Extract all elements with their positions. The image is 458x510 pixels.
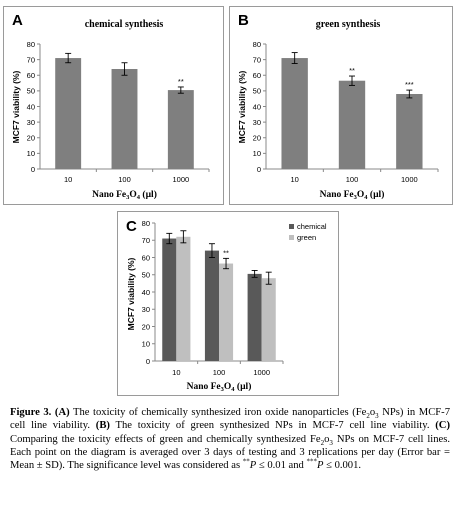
x-tick-label: 1000 bbox=[172, 175, 189, 184]
caption-text: ≤ 0.001. bbox=[323, 460, 362, 472]
x-tick-label: 100 bbox=[213, 368, 226, 377]
y-tick-label: 0 bbox=[257, 165, 261, 174]
y-axis-label: MCF7 viability (%) bbox=[11, 70, 21, 143]
y-tick-label: 60 bbox=[142, 253, 150, 262]
panel-letter: C bbox=[126, 218, 137, 235]
legend-label: green bbox=[297, 233, 316, 242]
figure-caption: Figure 3. (A) The toxicity of chemically… bbox=[10, 406, 450, 472]
y-tick-label: 50 bbox=[27, 87, 35, 96]
x-axis-label: Nano Fe3O4 (µl) bbox=[187, 381, 252, 393]
panel-letter: B bbox=[238, 12, 249, 29]
significance-mark: ** bbox=[178, 77, 184, 86]
y-tick-label: 70 bbox=[142, 236, 150, 245]
legend-swatch bbox=[289, 235, 294, 240]
y-tick-label: 30 bbox=[142, 305, 150, 314]
bar bbox=[176, 236, 191, 361]
y-axis-label: MCF7 viability (%) bbox=[126, 257, 136, 330]
caption-text-a: The toxicity of chemically synthesized i… bbox=[69, 407, 367, 418]
panel-letter: A bbox=[12, 12, 23, 29]
bar bbox=[55, 58, 82, 169]
y-tick-label: 70 bbox=[253, 55, 261, 64]
y-tick-label: 30 bbox=[253, 118, 261, 127]
y-tick-label: 70 bbox=[27, 55, 35, 64]
y-tick-label: 10 bbox=[253, 149, 261, 158]
y-tick-label: 60 bbox=[27, 71, 35, 80]
panel-c-chart: C MCF7 viability (%) 0 10 20 30 40 50 60 70 80 10 10… bbox=[117, 211, 339, 396]
legend-label: chemical bbox=[297, 222, 327, 231]
y-tick-label: 20 bbox=[27, 134, 35, 143]
y-tick-label: 30 bbox=[27, 118, 35, 127]
caption-sub: 3 bbox=[329, 438, 333, 447]
caption-text-b: The toxicity of green synthesized NPs in… bbox=[109, 420, 436, 432]
caption-p: P bbox=[316, 460, 324, 472]
y-tick-label: 50 bbox=[253, 87, 261, 96]
caption-tag-a: (A) bbox=[54, 407, 70, 418]
bar bbox=[338, 80, 366, 169]
y-tick-label: 80 bbox=[142, 219, 150, 228]
caption-text: o bbox=[369, 407, 376, 418]
y-tick-label: 40 bbox=[27, 102, 35, 111]
chart-svg: C MCF7 viability (%) 0 10 20 30 40 50 60 70 80 10 10… bbox=[126, 218, 327, 393]
caption-sub: 2 bbox=[366, 412, 370, 421]
caption-tag-c: (C) bbox=[435, 420, 450, 432]
bar bbox=[396, 94, 423, 169]
bar bbox=[167, 90, 194, 169]
bar bbox=[111, 69, 138, 169]
significance-mark: *** bbox=[405, 80, 414, 89]
y-tick-label: 40 bbox=[253, 102, 261, 111]
y-tick-label: 60 bbox=[253, 71, 261, 80]
caption-text: o bbox=[324, 433, 330, 445]
chart-title: green synthesis bbox=[316, 19, 381, 30]
x-tick-label: 100 bbox=[346, 175, 359, 184]
y-tick-label: 20 bbox=[253, 134, 261, 143]
y-tick-label: 10 bbox=[142, 340, 150, 349]
y-tick-label: 80 bbox=[27, 40, 35, 49]
x-tick-label: 10 bbox=[172, 368, 180, 377]
caption-text-a2: NPs) in MCF-7 cell line viability. bbox=[10, 407, 450, 432]
caption-text-c: Comparing the toxicity effects of green … bbox=[10, 433, 321, 445]
y-tick-label: 40 bbox=[142, 288, 150, 297]
caption-tag-b: (B) bbox=[95, 420, 110, 432]
x-axis-label: Nano Fe3O4 (µl) bbox=[320, 189, 385, 201]
caption-label: Figure 3. bbox=[10, 407, 52, 418]
caption-text: ≤ 0.01 and bbox=[256, 460, 307, 472]
bar bbox=[261, 278, 276, 361]
legend-swatch bbox=[289, 224, 294, 229]
x-tick-label: 10 bbox=[290, 175, 298, 184]
bar bbox=[281, 58, 308, 169]
y-tick-label: 0 bbox=[31, 165, 35, 174]
x-tick-label: 100 bbox=[118, 175, 131, 184]
y-tick-label: 10 bbox=[27, 149, 35, 158]
x-tick-label: 1000 bbox=[401, 175, 418, 184]
significance-mark: ** bbox=[349, 66, 355, 75]
y-axis-label: MCF7 viability (%) bbox=[237, 70, 247, 143]
bar bbox=[204, 250, 219, 361]
caption-sub: 3 bbox=[375, 412, 379, 421]
caption-text-c2: NPs on MCF-7 cell lines. Each point on t… bbox=[10, 433, 451, 472]
bar bbox=[219, 263, 234, 361]
caption-stars: ** bbox=[242, 457, 250, 466]
chart-title: chemical synthesis bbox=[85, 19, 164, 30]
y-tick-label: 20 bbox=[142, 322, 150, 331]
caption-sub: 2 bbox=[320, 438, 325, 447]
x-axis-label: Nano Fe3O4 (µl) bbox=[92, 189, 157, 201]
y-tick-label: 0 bbox=[146, 357, 150, 366]
y-tick-label: 80 bbox=[253, 40, 261, 49]
bar bbox=[247, 273, 262, 361]
significance-mark: ** bbox=[223, 248, 229, 257]
x-tick-label: 10 bbox=[64, 175, 72, 184]
bar bbox=[162, 238, 177, 361]
x-tick-label: 1000 bbox=[253, 368, 270, 377]
y-tick-label: 50 bbox=[142, 271, 150, 280]
caption-stars: *** bbox=[306, 457, 317, 466]
caption-p: P bbox=[249, 460, 257, 472]
